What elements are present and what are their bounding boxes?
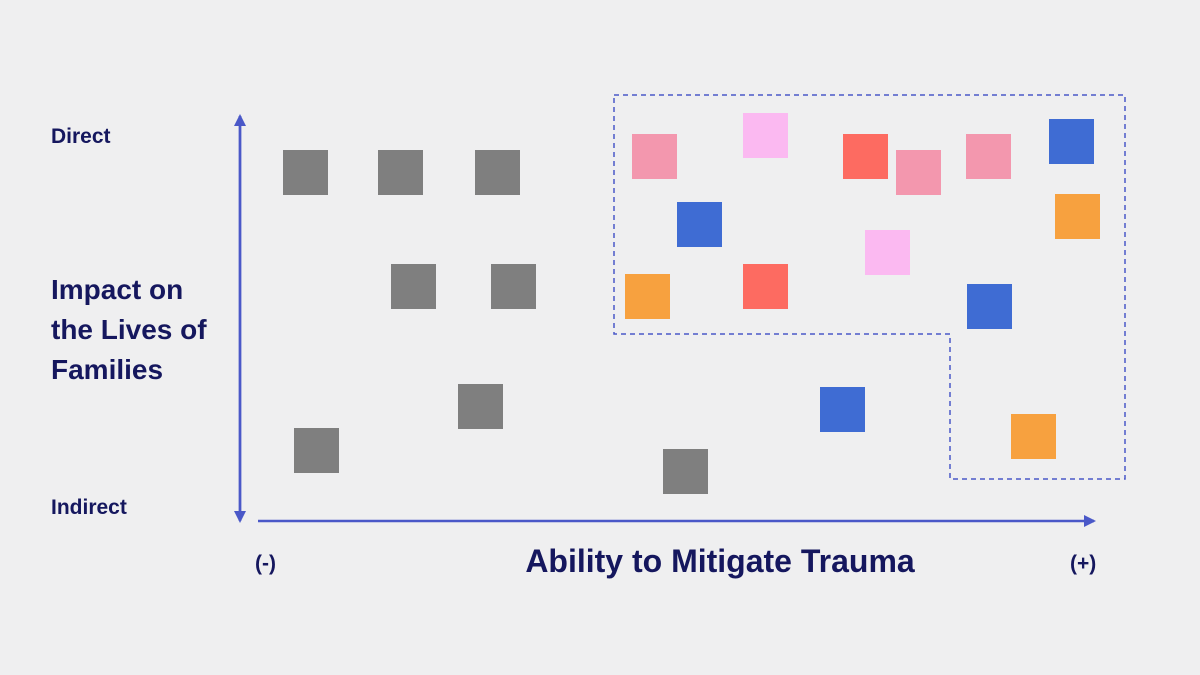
orange-square: [625, 274, 670, 319]
y-axis-title: Impact on the Lives of Families: [51, 270, 241, 390]
light-pink-square: [743, 113, 788, 158]
blue-square: [967, 284, 1012, 329]
blue-square: [820, 387, 865, 432]
squares-layer: [283, 113, 1100, 494]
pink-square: [896, 150, 941, 195]
gray-square: [663, 449, 708, 494]
gray-square: [283, 150, 328, 195]
y-axis-bottom-label: Indirect: [51, 496, 127, 519]
light-pink-square: [865, 230, 910, 275]
pink-square: [966, 134, 1011, 179]
red-square: [743, 264, 788, 309]
blue-square: [1049, 119, 1094, 164]
y-axis-title-line: the Lives of: [51, 314, 207, 345]
orange-square: [1055, 194, 1100, 239]
gray-square: [491, 264, 536, 309]
blue-square: [677, 202, 722, 247]
red-square: [843, 134, 888, 179]
x-axis-max-label: (+): [1070, 552, 1097, 575]
pink-square: [632, 134, 677, 179]
gray-square: [391, 264, 436, 309]
gray-square: [475, 150, 520, 195]
x-axis-title: Ability to Mitigate Trauma: [525, 543, 915, 579]
gray-square: [458, 384, 503, 429]
gray-square: [378, 150, 423, 195]
highlight-region: [613, 94, 1126, 480]
gray-square: [294, 428, 339, 473]
y-axis-top-label: Direct: [51, 125, 111, 148]
orange-square: [1011, 414, 1056, 459]
x-axis-min-label: (-): [255, 552, 276, 575]
y-axis-title-line: Families: [51, 354, 164, 385]
y-axis-title-line: Impact on: [51, 274, 184, 305]
